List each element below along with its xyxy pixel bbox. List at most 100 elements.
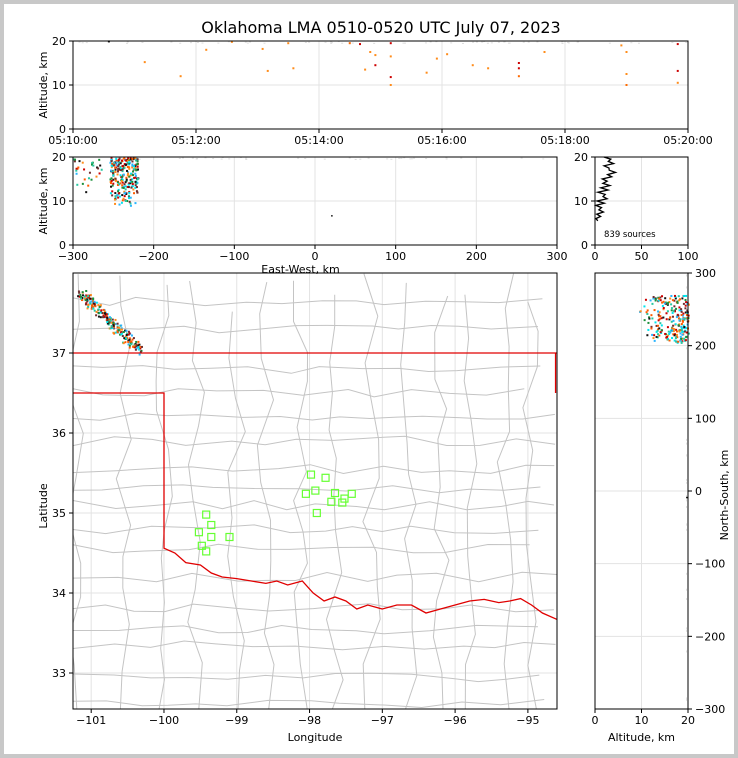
- ew-altitude-source: [112, 182, 115, 185]
- x-tick-label: 20: [681, 714, 695, 727]
- altitude-ns-source: [673, 328, 676, 331]
- ew-altitude-source: [133, 168, 136, 171]
- lightning-source: [81, 299, 84, 302]
- altitude-ns-source: [660, 324, 663, 327]
- lightning-source: [137, 344, 140, 347]
- ew-altitude-source: [125, 176, 128, 179]
- lightning-source: [120, 331, 123, 334]
- altitude-ns-source: [653, 309, 656, 312]
- lightning-source: [110, 325, 113, 328]
- altitude-ns-source: [656, 336, 659, 339]
- lightning-source: [97, 312, 100, 315]
- time-altitude-point: [389, 55, 392, 58]
- altitude-ns-source: [662, 316, 665, 319]
- altitude-ns-source: [656, 329, 659, 332]
- background-source: [686, 495, 687, 498]
- lightning-source: [106, 322, 109, 325]
- lightning-source: [93, 300, 96, 303]
- x-tick-label: 05:18:00: [540, 134, 589, 147]
- x-tick-label: 05:10:00: [48, 134, 97, 147]
- time-altitude-point: [205, 48, 208, 51]
- lma-station-marker: [202, 547, 211, 556]
- ew-altitude-source: [130, 172, 133, 175]
- ew-altitude-source: [134, 157, 137, 160]
- altitude-ns-source: [653, 334, 656, 337]
- ew-altitude-source: [122, 173, 125, 176]
- x-tick-label: 10: [635, 714, 649, 727]
- lightning-source: [114, 331, 117, 334]
- county-boundary: [496, 273, 514, 709]
- y-tick-label: 0: [581, 239, 588, 252]
- lightning-source: [128, 332, 131, 335]
- x-tick-label: 100: [678, 250, 699, 263]
- ew-altitude-source: [110, 157, 113, 160]
- lightning-source: [139, 346, 142, 349]
- ew-altitude-source: [112, 178, 115, 181]
- ew-altitude-source: [110, 177, 113, 180]
- y-tick-label: 10: [52, 79, 66, 92]
- background-source: [536, 41, 539, 43]
- lightning-source: [130, 341, 133, 344]
- county-boundary: [73, 624, 538, 635]
- ew-altitude-source: [115, 161, 118, 164]
- county-boundary: [73, 464, 555, 475]
- ew-altitude-source: [135, 182, 138, 185]
- ew-altitude-xlabel: East-West, km: [261, 263, 339, 276]
- ew-altitude-source: [131, 178, 134, 181]
- background-source: [263, 42, 266, 44]
- background-source: [686, 572, 687, 575]
- altitude-ns-source: [660, 329, 663, 332]
- ew-altitude-source: [124, 188, 127, 191]
- altitude-ns-source: [679, 318, 682, 321]
- background-source: [483, 41, 486, 43]
- altitude-ns-source: [672, 324, 675, 327]
- lightning-source: [89, 302, 92, 305]
- ew-altitude-source: [116, 173, 119, 176]
- lightning-source: [127, 339, 130, 342]
- altitude-ns-source: [658, 318, 661, 321]
- ew-altitude-source: [110, 164, 113, 167]
- lightning-source: [105, 313, 108, 316]
- lightning-source: [127, 333, 130, 336]
- oklahoma-border: [73, 392, 557, 620]
- altitude-ns-source: [654, 321, 657, 324]
- lma-station-marker: [347, 489, 356, 498]
- ew-altitude-source: [110, 179, 113, 182]
- lightning-source: [116, 326, 119, 329]
- altitude-ns-source: [673, 294, 676, 297]
- lightning-source: [116, 322, 119, 325]
- altitude-ns-source: [685, 301, 688, 304]
- lightning-source: [119, 328, 122, 331]
- x-tick-label: 0: [592, 250, 599, 263]
- lightning-source: [110, 321, 113, 324]
- background-source: [341, 42, 344, 44]
- lightning-source: [86, 307, 89, 310]
- background-source: [398, 157, 401, 159]
- lightning-source: [78, 291, 81, 294]
- ew-altitude-source: [117, 188, 120, 191]
- altitude-ns-source: [681, 333, 684, 336]
- altitude-ns-source: [652, 337, 655, 340]
- ew-altitude-source: [88, 171, 91, 174]
- ew-altitude-source: [99, 164, 102, 167]
- ew-altitude-source: [112, 169, 115, 172]
- altitude-ns-source: [681, 330, 684, 333]
- background-source: [686, 627, 687, 630]
- lightning-source: [80, 297, 83, 300]
- lma-station-marker: [311, 486, 320, 495]
- altitude-ns-source: [683, 337, 686, 340]
- background-source: [686, 389, 687, 392]
- lma-station-marker: [301, 489, 311, 498]
- ew-altitude-source: [110, 169, 113, 172]
- background-source: [460, 157, 463, 159]
- ew-altitude-source: [123, 166, 126, 169]
- ew-altitude-source: [90, 178, 93, 181]
- altitude-ns-source: [685, 331, 688, 334]
- ew-altitude-source: [132, 170, 135, 173]
- lightning-source: [99, 304, 102, 307]
- county-boundary: [73, 500, 555, 511]
- time-altitude-point: [389, 76, 392, 79]
- altitude-ns-source: [680, 325, 683, 328]
- altitude-ns-source: [679, 329, 682, 332]
- ew-altitude-source: [117, 190, 120, 193]
